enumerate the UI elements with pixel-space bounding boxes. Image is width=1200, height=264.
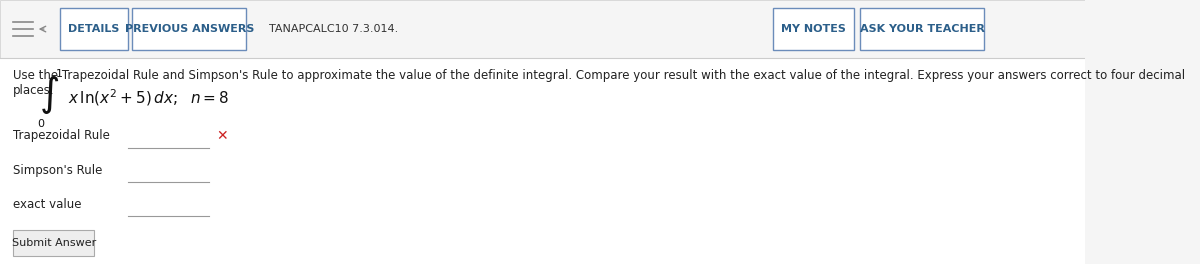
Text: Submit Answer: Submit Answer (12, 238, 96, 248)
Text: PREVIOUS ANSWERS: PREVIOUS ANSWERS (125, 24, 254, 34)
Text: $x\,\ln(x^2 + 5)\,dx;\ \ n = 8$: $x\,\ln(x^2 + 5)\,dx;\ \ n = 8$ (68, 87, 229, 108)
Text: ✕: ✕ (217, 129, 228, 143)
Text: ASK YOUR TEACHER: ASK YOUR TEACHER (859, 24, 984, 34)
FancyBboxPatch shape (13, 230, 95, 256)
FancyBboxPatch shape (773, 8, 854, 50)
FancyBboxPatch shape (0, 0, 1085, 58)
Text: TANAPCALC10 7.3.014.: TANAPCALC10 7.3.014. (269, 24, 398, 34)
Text: Use the Trapezoidal Rule and Simpson's Rule to approximate the value of the defi: Use the Trapezoidal Rule and Simpson's R… (13, 69, 1186, 97)
FancyBboxPatch shape (0, 0, 1085, 264)
Text: DETAILS: DETAILS (68, 24, 120, 34)
FancyBboxPatch shape (132, 8, 246, 50)
FancyBboxPatch shape (859, 8, 984, 50)
Text: 1: 1 (56, 69, 64, 79)
Text: $\int$: $\int$ (38, 74, 59, 116)
Text: 0: 0 (37, 119, 44, 129)
Text: Simpson's Rule: Simpson's Rule (13, 164, 102, 177)
Text: exact value: exact value (13, 198, 82, 211)
FancyBboxPatch shape (60, 8, 128, 50)
Text: MY NOTES: MY NOTES (781, 24, 846, 34)
Text: Trapezoidal Rule: Trapezoidal Rule (13, 129, 110, 143)
